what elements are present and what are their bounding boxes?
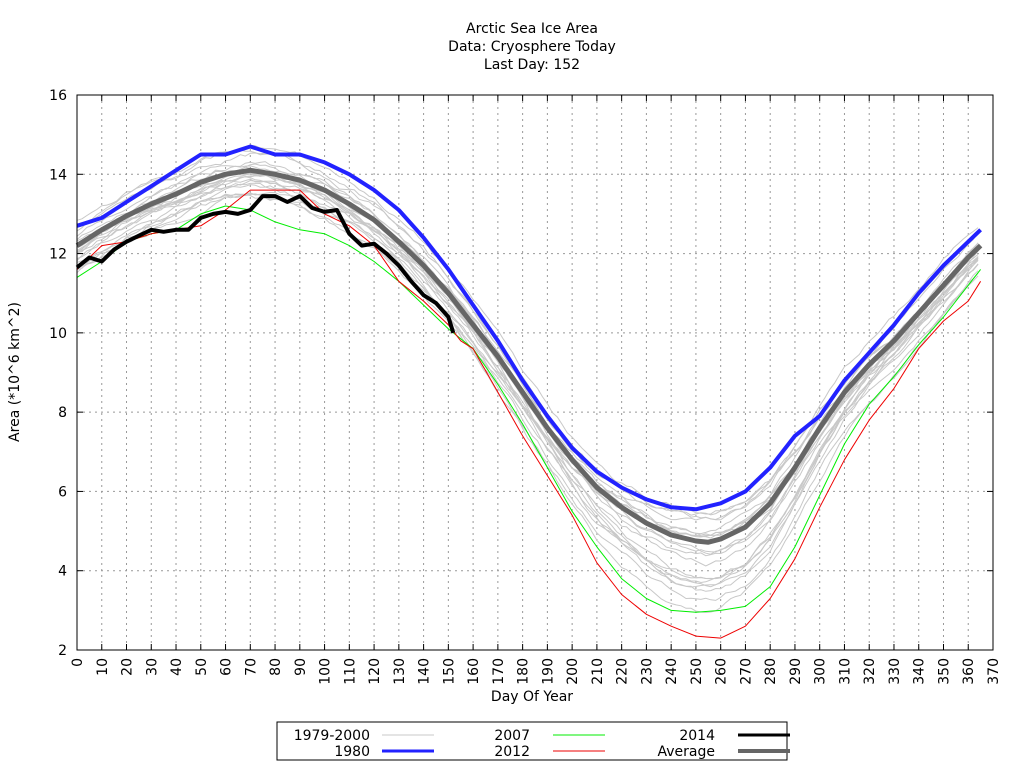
series-line-1979-2000 <box>76 184 979 521</box>
x-tick-label: 90 <box>293 658 309 676</box>
x-tick-label: 80 <box>268 658 284 676</box>
x-tick-label: 40 <box>169 658 185 676</box>
x-tick-label: 350 <box>936 658 952 685</box>
y-tick-label: 16 <box>49 88 67 104</box>
series-line-1979-2000 <box>76 178 979 555</box>
legend-box <box>276 721 788 761</box>
x-tick-label: 300 <box>813 658 829 685</box>
x-tick-label: 360 <box>961 658 977 685</box>
legend-label: 2012 <box>494 744 530 760</box>
legend: 1979-2000 2007 2014 1980 2012 Average <box>276 721 790 761</box>
x-tick-label: 310 <box>837 658 853 685</box>
series-lines <box>75 144 983 639</box>
x-tick-label: 370 <box>986 658 1002 685</box>
title-line-1: Arctic Sea Ice Area <box>466 21 598 37</box>
y-tick-label: 14 <box>49 167 67 183</box>
x-tick-label: 190 <box>540 658 556 685</box>
x-tick-label: 140 <box>417 658 433 685</box>
legend-label: 1980 <box>334 744 370 760</box>
legend-label: Average <box>658 744 716 760</box>
x-axis-label: Day Of Year <box>491 689 573 705</box>
legend-label: 2014 <box>679 728 715 744</box>
series-line-1980 <box>76 144 982 512</box>
x-tick-label: 180 <box>516 658 532 685</box>
y-tick-label: 6 <box>58 484 67 500</box>
x-tick-label: 280 <box>763 658 779 685</box>
series-line-2014 <box>75 194 456 334</box>
legend-label: 2007 <box>494 728 530 744</box>
y-axis-label: Area (*10^6 km^2) <box>7 302 23 442</box>
series-line-1979-2000 <box>76 174 979 588</box>
x-tick-label: 290 <box>788 658 804 685</box>
series-line-1979-2000 <box>76 191 979 557</box>
series-line-2012 <box>76 189 982 639</box>
x-tick-label: 110 <box>342 658 358 685</box>
x-tick-label: 20 <box>120 658 136 676</box>
series-line-1979-2000 <box>76 172 979 535</box>
series-line-1979-2000 <box>76 166 979 539</box>
series-line-1979-2000 <box>76 165 979 580</box>
title-line-3: Last Day: 152 <box>484 57 580 73</box>
x-tick-label: 130 <box>392 658 408 685</box>
x-tick-label: 170 <box>491 658 507 685</box>
x-tick-label: 340 <box>912 658 928 685</box>
series-line-1979-2000 <box>76 182 979 537</box>
plot-frame <box>76 94 994 651</box>
x-tick-label: 220 <box>615 658 631 685</box>
x-tick-label: 320 <box>862 658 878 685</box>
x-tick-label: 10 <box>95 658 111 676</box>
y-tick-label: 8 <box>58 405 67 421</box>
series-line-1979-2000 <box>76 172 979 553</box>
x-tick-label: 260 <box>714 658 730 685</box>
x-tick-label: 270 <box>738 658 754 685</box>
x-tick-label: 70 <box>243 658 259 676</box>
x-tick-label: 210 <box>590 658 606 685</box>
series-line-1979-2000 <box>76 179 979 543</box>
x-tick-label: 240 <box>664 658 680 685</box>
axis-ticks: 0 10 20 30 40 50 60 70 80 90 100 110 120 130 140 150 160… <box>49 88 1002 685</box>
series-line-average <box>75 167 983 545</box>
y-tick-label: 12 <box>49 247 67 263</box>
x-tick-label: 0 <box>70 658 86 667</box>
legend-label: 1979-2000 <box>294 728 370 744</box>
x-tick-label: 30 <box>144 658 160 676</box>
x-tick-label: 60 <box>219 658 235 676</box>
y-tick-label: 2 <box>58 643 67 659</box>
x-tick-label: 100 <box>318 658 334 685</box>
x-tick-label: 330 <box>887 658 903 685</box>
series-line-1979-2000 <box>76 161 979 584</box>
series-line-1979-2000 <box>76 176 979 537</box>
x-tick-label: 200 <box>565 658 581 685</box>
y-tick-label: 10 <box>49 326 67 342</box>
grid <box>77 95 993 650</box>
x-tick-label: 120 <box>367 658 383 685</box>
title-line-2: Data: Cryosphere Today <box>448 39 616 55</box>
y-tick-label: 4 <box>58 564 67 580</box>
series-line-1979-2000 <box>76 174 979 516</box>
x-tick-label: 150 <box>441 658 457 685</box>
x-tick-label: 250 <box>689 658 705 685</box>
series-line-1979-2000 <box>76 163 979 588</box>
x-tick-label: 160 <box>466 658 482 685</box>
x-tick-label: 50 <box>194 658 210 676</box>
chart-title: Arctic Sea Ice Area Data: Cryosphere Tod… <box>448 21 616 73</box>
x-tick-label: 230 <box>639 658 655 685</box>
